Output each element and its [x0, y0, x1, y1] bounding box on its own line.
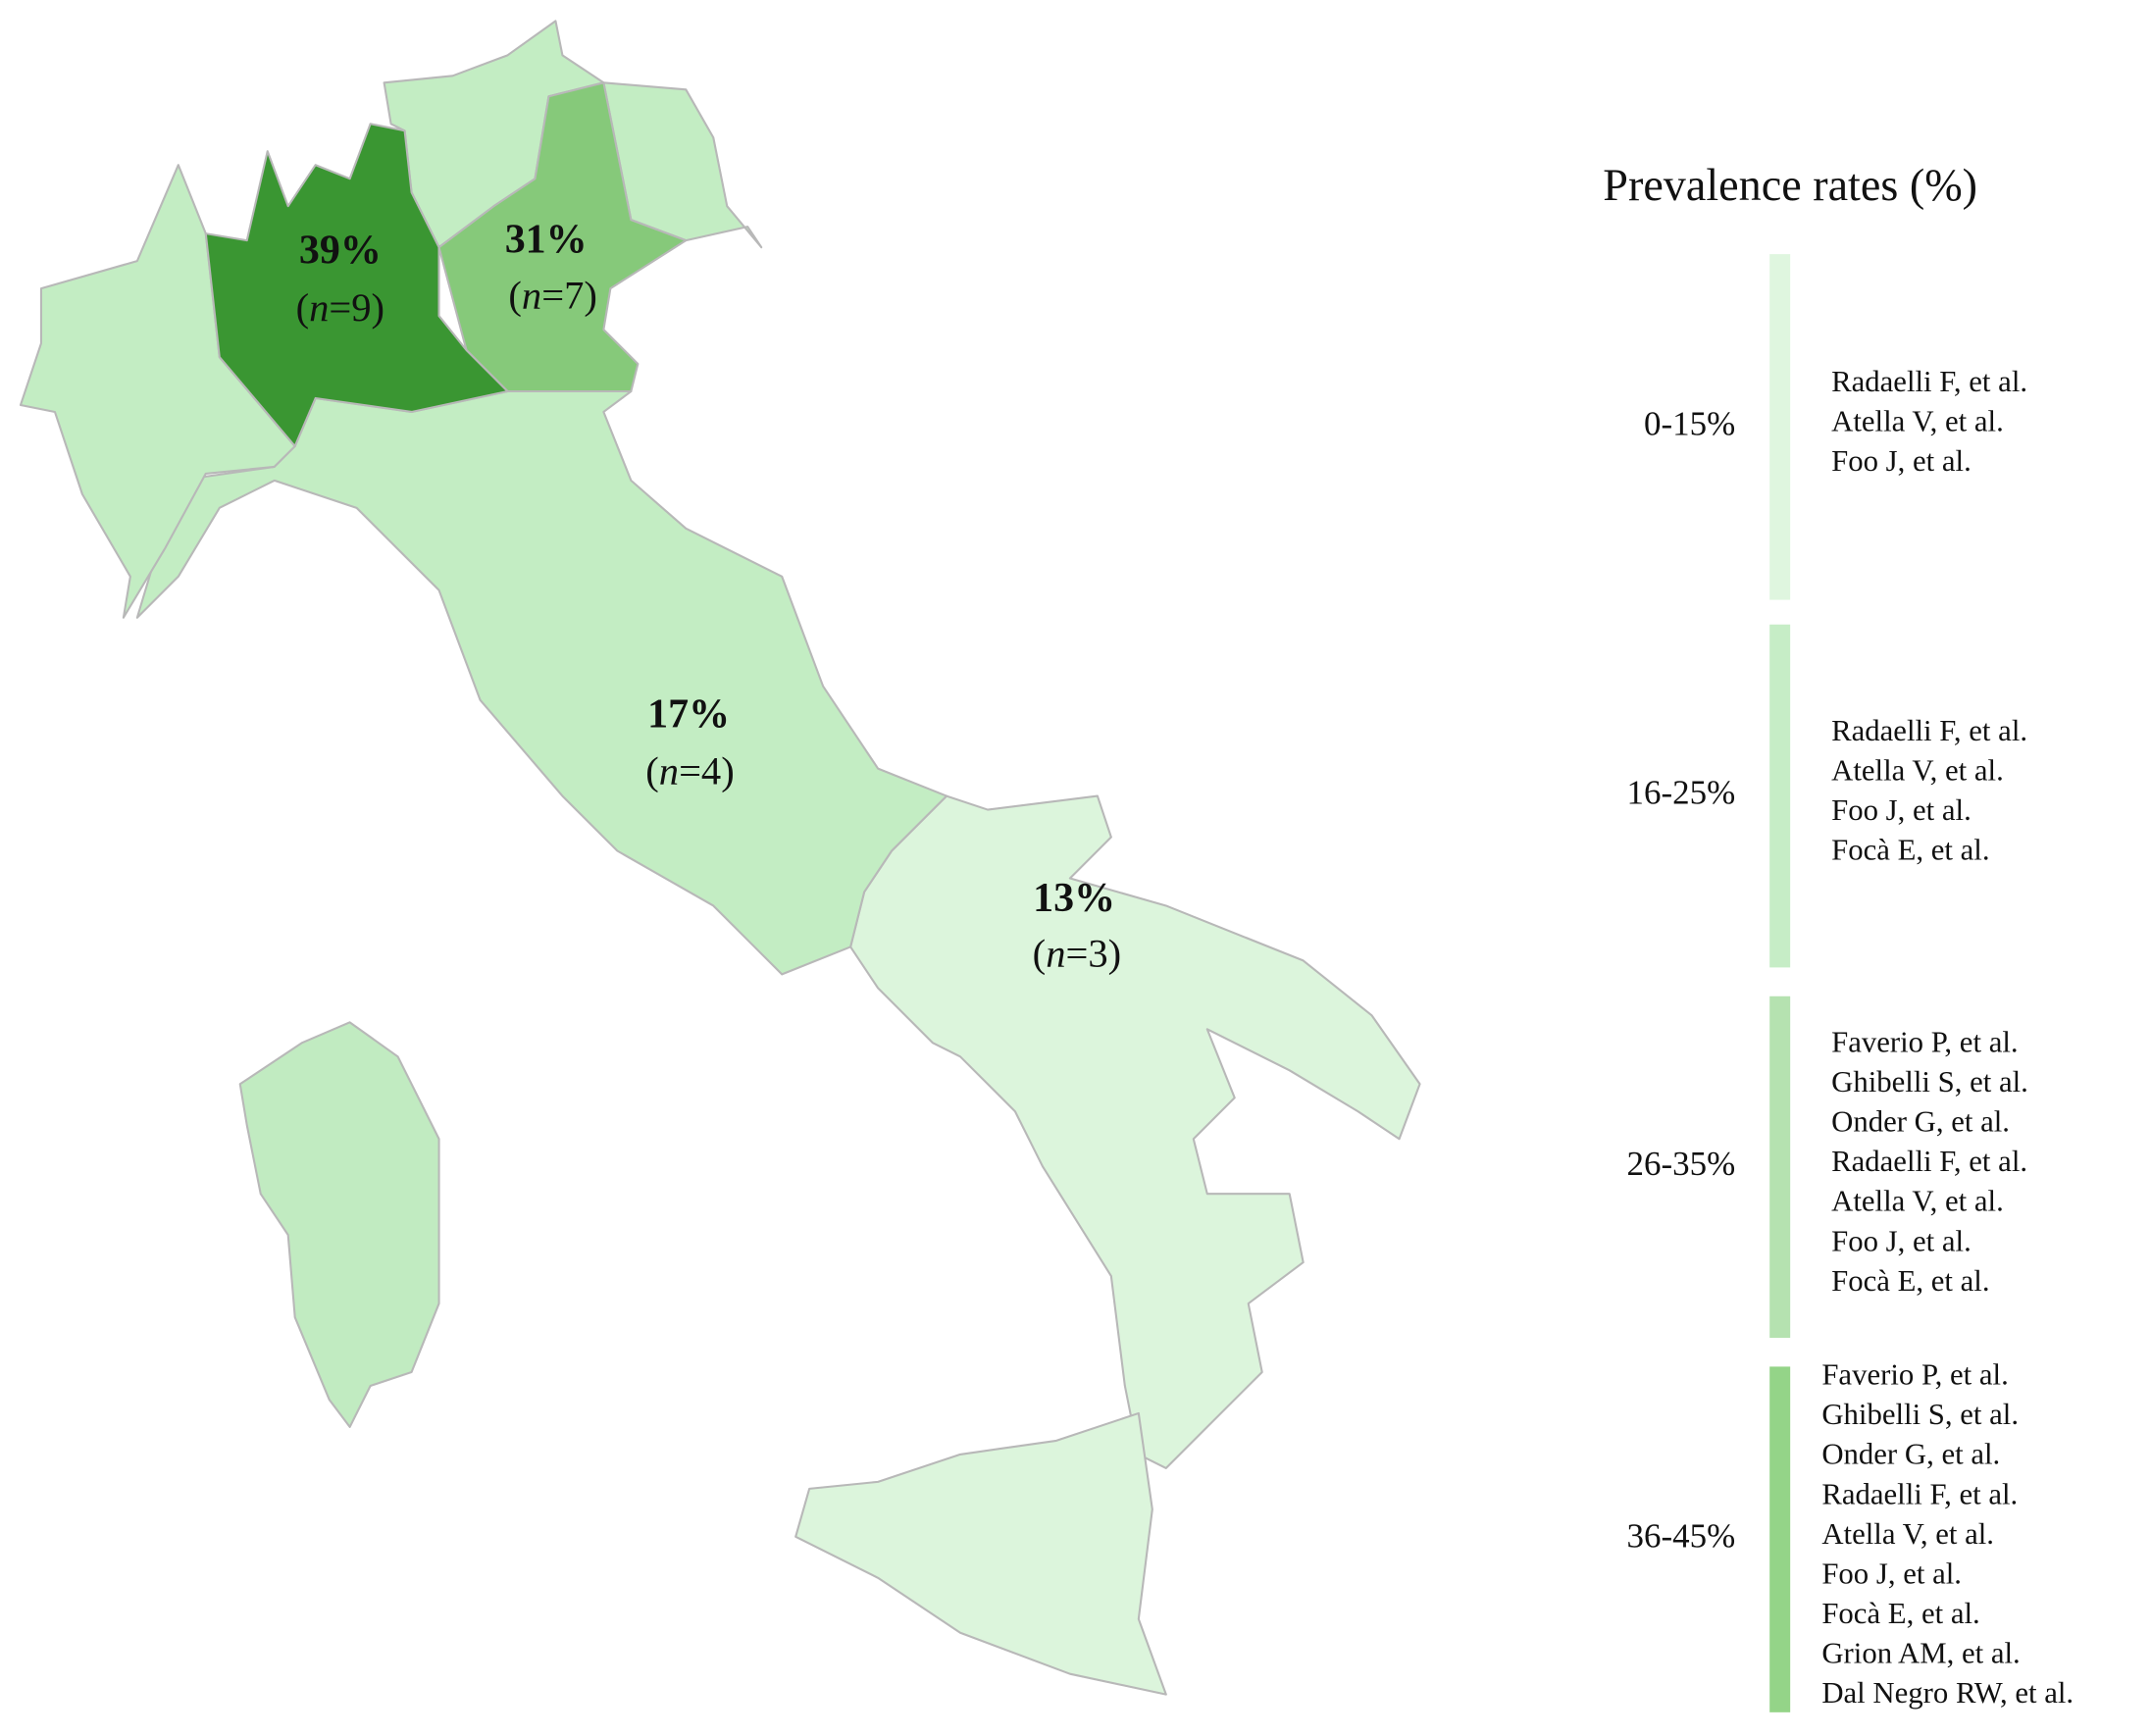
region-sample: (n=9)	[296, 285, 384, 330]
region-sample: (n=7)	[508, 274, 596, 318]
region-sample: (n=4)	[645, 749, 734, 793]
legend-reference: Onder G, et al.	[1821, 1438, 2000, 1471]
region-sicily	[794, 1411, 1167, 1696]
legend-reference: Atella V, et al.	[1821, 1517, 1994, 1551]
legend-swatch	[1769, 254, 1791, 600]
legend-reference: Radaelli F, et al.	[1831, 1145, 2027, 1178]
legend-reference: Onder G, et al.	[1831, 1105, 2010, 1139]
legend-range: 0-15%	[1644, 404, 1735, 442]
region-percent: 31%	[505, 218, 588, 263]
region-veneto	[437, 81, 688, 393]
legend-reference: Faverio P, et al.	[1831, 1025, 2018, 1058]
legend-reference: Ghibelli S, et al.	[1831, 1065, 2028, 1098]
legend-swatch	[1769, 624, 1791, 968]
legend-range: 26-35%	[1627, 1145, 1736, 1183]
region-center	[135, 389, 948, 976]
legend-reference: Focà E, et al.	[1831, 834, 1989, 867]
region-piedmont	[19, 164, 296, 619]
legend-reference: Foo J, et al.	[1831, 1224, 1972, 1257]
legend-reference: Radaelli F, et al.	[1831, 365, 2027, 398]
legend-reference: Atella V, et al.	[1831, 405, 2004, 438]
region-sample: (n=3)	[1033, 932, 1121, 976]
legend-range: 16-25%	[1627, 774, 1736, 812]
legend-reference: Foo J, et al.	[1831, 444, 1972, 478]
legend-swatch	[1769, 1366, 1791, 1712]
legend-reference: Foo J, et al.	[1831, 793, 1972, 827]
legend-reference: Atella V, et al.	[1831, 754, 2004, 788]
legend-swatch	[1769, 996, 1791, 1339]
legend-reference: Radaelli F, et al.	[1831, 714, 2027, 747]
legend-title: Prevalence rates (%)	[1603, 160, 1977, 210]
region-percent: 17%	[647, 691, 730, 737]
legend-reference: Radaelli F, et al.	[1821, 1477, 2018, 1510]
legend-reference: Focà E, et al.	[1821, 1597, 1979, 1630]
legend-reference: Ghibelli S, et al.	[1821, 1398, 2019, 1431]
legend-reference: Grion AM, et al.	[1821, 1637, 2020, 1670]
legend-reference: Atella V, et al.	[1831, 1185, 2004, 1218]
legend-reference: Focà E, et al.	[1831, 1264, 1989, 1298]
region-south	[849, 794, 1421, 1469]
legend-reference: Faverio P, et al.	[1821, 1358, 2008, 1392]
italy-map	[19, 20, 1421, 1696]
legend-range: 36-45%	[1627, 1517, 1736, 1556]
legend-reference: Foo J, et al.	[1821, 1557, 1962, 1590]
region-sardinia	[238, 1021, 440, 1428]
legend-reference: Dal Negro RW, et al.	[1821, 1676, 2074, 1710]
region-lombardy	[204, 123, 509, 447]
region-percent: 39%	[299, 229, 382, 274]
region-percent: 13%	[1033, 876, 1115, 921]
